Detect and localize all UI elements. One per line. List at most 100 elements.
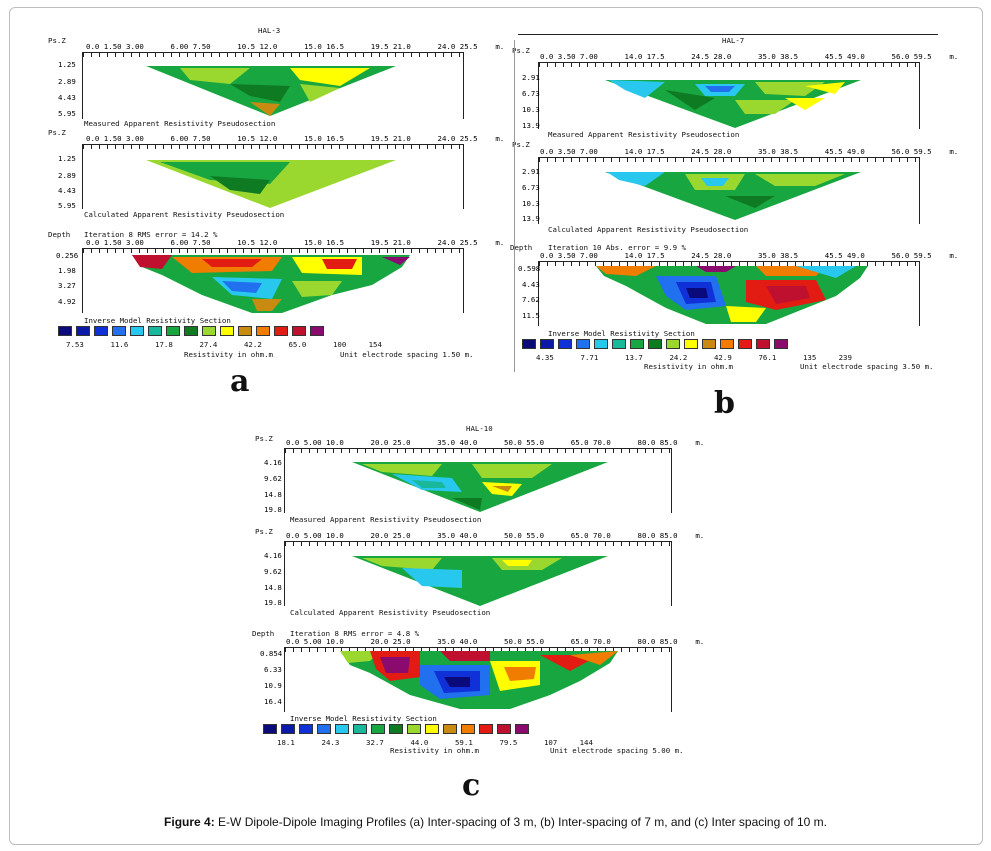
panel-a-inverse-xticks: 0.0 1.50 3.00 6.00 7.50 10.5 12.0 15.0 1…	[86, 238, 505, 247]
panel-a-calculated-pseudosection	[146, 160, 396, 208]
panel-b-legend-swatch	[558, 339, 572, 349]
panel-b-legend-swatch	[594, 339, 608, 349]
panel-a-legend-swatch	[184, 326, 198, 336]
panel-b-calculated-y1: 2.91	[522, 167, 540, 176]
panel-a-measured-y4: 5.95	[58, 109, 76, 118]
panel-c-legend-swatch	[281, 724, 295, 734]
panel-c-iteration: Iteration 8 RMS error = 4.8 %	[290, 629, 420, 638]
panel-a-calculated-caption: Calculated Apparent Resistivity Pseudose…	[84, 210, 285, 219]
panel-a-calculated-psz: Ps.Z	[48, 128, 66, 137]
panel-a-legend-swatch	[76, 326, 90, 336]
panel-b-calculated-y4: 13.9	[522, 214, 540, 223]
panel-c-legend-swatch	[515, 724, 529, 734]
panel-c-legend-swatch	[353, 724, 367, 734]
panel-c-inverse-y2: 6.33	[264, 665, 282, 674]
panel-b-legend-swatch	[540, 339, 554, 349]
panel-b-calculated-box	[538, 157, 920, 224]
panel-c-inverse-box	[284, 647, 672, 712]
panel-a-legend-swatch	[310, 326, 324, 336]
panel-a-letter: a	[230, 364, 250, 399]
panel-b-calculated-psz: Ps.Z	[512, 140, 530, 149]
panel-c-calculated-y2: 9.62	[264, 567, 282, 576]
panel-c-legend-swatch	[317, 724, 331, 734]
panel-c-measured-box	[284, 448, 672, 513]
panel-c-calculated-xticks: 0.0 5.00 10.0 20.0 25.0 35.0 40.0 50.0 5…	[286, 531, 705, 540]
panel-b-calculated-y3: 10.3	[522, 199, 540, 208]
panel-a-legend-swatch	[58, 326, 72, 336]
panel-c-calculated-y3: 14.8	[264, 583, 282, 592]
panel-a-legend-swatch	[238, 326, 252, 336]
panel-a-legend-swatch	[274, 326, 288, 336]
panel-a-inverse-y4: 4.92	[58, 297, 76, 306]
panel-b-measured-y2: 6.73	[522, 89, 540, 98]
panel-a-calculated-y1: 1.25	[58, 154, 76, 163]
panel-b-letter: b	[714, 386, 735, 421]
panel-b-legend-swatch	[666, 339, 680, 349]
panel-c-resistivity-label: Resistivity in ohm.m	[390, 746, 479, 755]
panel-b-legend-swatch	[720, 339, 734, 349]
panel-b-inverse-section	[596, 266, 868, 324]
panel-b-measured-y4: 13.9	[522, 121, 540, 130]
panel-a-measured-y3: 4.43	[58, 93, 76, 102]
panel-c-legend-swatch	[371, 724, 385, 734]
panel-a-calculated-xticks: 0.0 1.50 3.00 6.00 7.50 10.5 12.0 15.0 1…	[86, 134, 505, 143]
panel-c-legend-swatch	[299, 724, 313, 734]
panel-c-inverse-caption: Inverse Model Resistivity Section	[290, 714, 437, 723]
panel-b-resistivity-label: Resistivity in ohm.m	[644, 362, 733, 371]
panel-c-legend-swatch	[443, 724, 457, 734]
panel-a-depth-label: Depth	[48, 230, 71, 239]
panel-b-legend-swatch	[648, 339, 662, 349]
panel-c-letter: c	[462, 768, 481, 803]
panel-a-legend-swatch	[166, 326, 180, 336]
panel-a-legend-swatch	[94, 326, 108, 336]
panel-b-calculated-pseudosection	[605, 172, 861, 220]
panel-c-measured-y1: 4.16	[264, 458, 282, 467]
panel-b-legend-swatch	[576, 339, 590, 349]
panel-b-inverse-y3: 7.62	[522, 295, 540, 304]
figure-caption-text: E-W Dipole-Dipole Imaging Profiles (a) I…	[214, 815, 827, 829]
panel-c-calculated-y4: 19.8	[264, 598, 282, 607]
panel-b-measured-box	[538, 62, 920, 129]
panel-b-measured-caption: Measured Apparent Resistivity Pseudosect…	[548, 130, 740, 139]
panel-b-legend-values: 4.35 7.71 13.7 24.2 42.9 76.1 135 239	[536, 353, 852, 362]
panel-c-inverse-y3: 10.9	[264, 681, 282, 690]
panel-b-measured-y3: 10.3	[522, 105, 540, 114]
panel-b-inverse-y1: 0.598	[518, 264, 541, 273]
panel-a-legend-swatch	[220, 326, 234, 336]
figure-caption: Figure 4: E-W Dipole-Dipole Imaging Prof…	[0, 815, 991, 829]
panel-a-iteration: Iteration 8 RMS error = 14.2 %	[84, 230, 218, 239]
panel-a-measured-y1: 1.25	[58, 60, 76, 69]
panel-a-measured-psz: Ps.Z	[48, 36, 66, 45]
panel-b-legend-swatch	[684, 339, 698, 349]
panel-a-calculated-y4: 5.95	[58, 201, 76, 210]
panel-b-left-rule	[514, 40, 515, 372]
panel-c-legend-swatch	[425, 724, 439, 734]
panel-c-inverse-section	[340, 651, 618, 709]
panel-a-measured-xticks: 0.0 1.50 3.00 6.00 7.50 10.5 12.0 15.0 1…	[86, 42, 505, 51]
panel-b-depth-label: Depth	[510, 243, 533, 252]
panel-a-legend-swatch	[256, 326, 270, 336]
panel-b-calculated-xticks: 0.0 3.50 7.00 14.0 17.5 24.5 28.0 35.0 3…	[540, 147, 959, 156]
panel-c-legend-swatch	[497, 724, 511, 734]
panel-c-legend-swatch	[389, 724, 403, 734]
panel-c-legend-swatch	[407, 724, 421, 734]
panel-a-inverse-box	[82, 248, 464, 313]
panel-c-measured-pseudosection	[352, 462, 608, 512]
panel-c-calculated-box	[284, 541, 672, 606]
panel-a-measured-y2: 2.89	[58, 77, 76, 86]
panel-b-measured-pseudosection	[605, 80, 861, 128]
panel-c-calculated-pseudosection	[352, 556, 608, 606]
panel-a-inverse-y3: 3.27	[58, 281, 76, 290]
panel-b-legend-swatch	[630, 339, 644, 349]
panel-c-legend-swatch	[461, 724, 475, 734]
panel-b-legend-swatch	[738, 339, 752, 349]
panel-b-title: HAL-7	[722, 36, 745, 45]
panel-a-inverse-y2: 1.98	[58, 266, 76, 275]
panel-c-measured-y3: 14.8	[264, 490, 282, 499]
panel-b-legend	[522, 339, 788, 349]
panel-c-calculated-caption: Calculated Apparent Resistivity Pseudose…	[290, 608, 491, 617]
panel-a-measured-caption: Measured Apparent Resistivity Pseudosect…	[84, 119, 276, 128]
panel-b-measured-y1: 2.91	[522, 73, 540, 82]
panel-b-iteration: Iteration 10 Abs. error = 9.9 %	[548, 243, 686, 252]
panel-a-legend-swatch	[130, 326, 144, 336]
